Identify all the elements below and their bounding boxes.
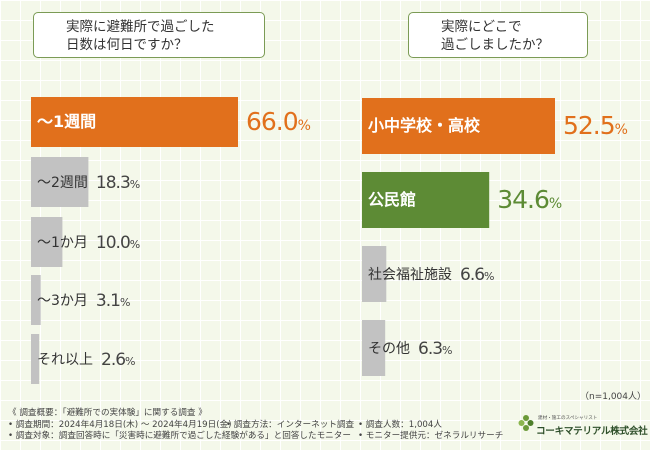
survey-method: • 調査方法：インターネット調査 bbox=[226, 419, 355, 430]
value-label-place-1: 34.6% bbox=[497, 185, 562, 214]
bar-place-0 bbox=[362, 98, 555, 154]
bar-place-3 bbox=[362, 320, 386, 376]
company-logo: 建材・施工のスペシャリスト コーキマテリアル株式会社 bbox=[518, 414, 648, 438]
category-label-days-4: それ以上 bbox=[37, 352, 93, 368]
value-label-place-3: 6.3% bbox=[418, 339, 453, 359]
survey-provider: • モニター提供元：ゼネラルリサーチ bbox=[358, 431, 504, 442]
category-label-place-2: 社会福祉施設 bbox=[368, 267, 452, 283]
bar-days-0 bbox=[31, 97, 238, 147]
survey-people: • 調査人数：1,004人 bbox=[358, 419, 442, 430]
sample-size-note: （n=1,004人） bbox=[580, 392, 647, 402]
category-label-place-3: その他 bbox=[368, 341, 410, 357]
question-days-line2: 日数は何日ですか？ bbox=[66, 37, 188, 53]
logo-name: コーキマテリアル株式会社 bbox=[536, 426, 648, 437]
category-label-days-3: 〜3か月 bbox=[37, 293, 88, 309]
category-label-days-1: 〜2週間 bbox=[37, 175, 88, 191]
bar-days-3 bbox=[31, 275, 41, 325]
survey-footer: 《 調査概要：「避難所での実体験」に関する調査 》 • 調査期間：2024年4月… bbox=[8, 408, 508, 443]
value-label-days-2: 10.0% bbox=[96, 233, 140, 253]
value-label-days-4: 2.6% bbox=[101, 350, 136, 370]
category-label-days-0: 〜1週間 bbox=[37, 112, 96, 131]
value-label-place-2: 6.6% bbox=[460, 265, 495, 285]
category-label-place-0: 小中学校・高校 bbox=[368, 116, 481, 135]
logo-tagline: 建材・施工のスペシャリスト bbox=[538, 416, 598, 421]
bar-days-1 bbox=[31, 157, 89, 207]
leaf-logo-icon bbox=[518, 415, 534, 431]
value-label-days-3: 3.1% bbox=[96, 291, 131, 311]
value-label-days-1: 18.3% bbox=[96, 173, 140, 193]
survey-period: • 調査期間：2024年4月18日(木) ～ 2024年4月19日(金) bbox=[8, 419, 232, 430]
bar-days-4 bbox=[31, 334, 40, 384]
category-label-days-2: 〜1か月 bbox=[37, 235, 88, 251]
survey-overview: 《 調査概要：「避難所での実体験」に関する調査 》 bbox=[8, 408, 207, 418]
question-place-line1: 実際にどこで bbox=[441, 19, 522, 35]
question-days-line1: 実際に避難所で過ごした bbox=[66, 19, 215, 35]
category-label-place-1: 公民館 bbox=[368, 190, 416, 209]
bar-place-1 bbox=[362, 172, 490, 228]
question-box-days: 実際に避難所で過ごした 日数は何日ですか？ bbox=[33, 12, 265, 58]
question-box-place: 実際にどこで 過ごしましたか？ bbox=[408, 12, 588, 58]
bar-place-2 bbox=[362, 246, 387, 302]
value-label-place-0: 52.5% bbox=[563, 111, 628, 140]
question-place-line2: 過ごしましたか？ bbox=[441, 37, 549, 53]
value-label-days-0: 66.0% bbox=[246, 107, 311, 136]
survey-target: • 調査対象：調査回答時に「災害時に避難所で過ごした経験がある」と回答したモニタ… bbox=[8, 431, 351, 442]
bar-days-2 bbox=[31, 217, 63, 267]
